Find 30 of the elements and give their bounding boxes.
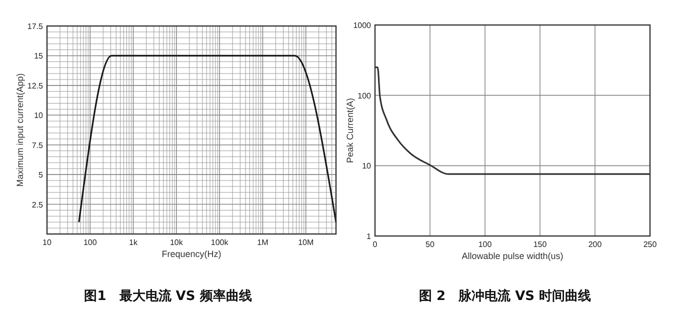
y-tick-label: 1000 <box>353 21 372 30</box>
y-axis-title: Peak Current(A) <box>345 98 355 164</box>
y-tick-label: 12.5 <box>27 81 44 90</box>
x-tick-label: 100 <box>83 238 98 247</box>
x-axis-title: Allowable pulse width(us) <box>462 251 564 261</box>
y-tick-label: 2.5 <box>32 200 44 210</box>
x-tick-label: 250 <box>643 240 658 249</box>
y-tick-label: 100 <box>358 91 372 100</box>
y-tick-label: 7.5 <box>32 140 44 150</box>
text: 图 2 脉冲电流 VS 时间曲线 <box>418 288 592 304</box>
x-axis-title: Frequency(Hz) <box>162 249 222 259</box>
x-tick-label: 1k <box>129 238 139 247</box>
x-tick-label: 50 <box>426 240 435 249</box>
x-tick-label: 10 <box>42 238 52 247</box>
x-tick-label: 100 <box>478 240 492 249</box>
x-tick-label: 200 <box>588 240 602 249</box>
x-tick-label: 100k <box>210 238 230 247</box>
text: 图1 最大电流 VS 频率曲线 <box>84 288 252 304</box>
y-tick-label: 1 <box>366 232 372 241</box>
y-tick-label: 5 <box>38 170 44 180</box>
x-tick-label: 150 <box>533 240 548 249</box>
y-tick-label: 17.5 <box>27 22 44 31</box>
y-tick-label: 15 <box>34 52 44 61</box>
y-axis-title: Maximum input current(App) <box>15 73 25 187</box>
x-tick-label: 10M <box>298 238 314 247</box>
x-tick-label: 1M <box>257 238 269 247</box>
y-tick-label: 10 <box>362 162 372 171</box>
y-tick-label: 10 <box>34 111 44 120</box>
x-tick-label: 10k <box>170 238 184 247</box>
x-tick-label: 0 <box>372 240 378 249</box>
